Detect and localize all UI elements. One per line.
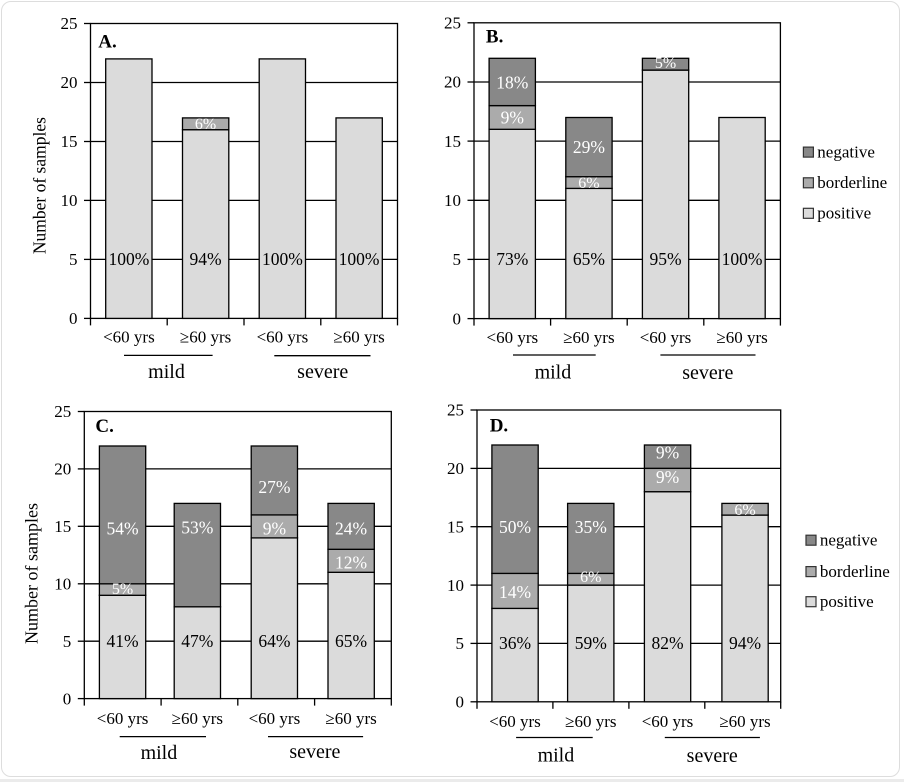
svg-text:9%: 9% bbox=[501, 108, 524, 128]
svg-text:100%: 100% bbox=[722, 249, 763, 269]
svg-text:positive: positive bbox=[820, 592, 874, 611]
svg-text:94%: 94% bbox=[190, 249, 222, 269]
svg-text:27%: 27% bbox=[258, 477, 290, 497]
svg-text:<60 yrs: <60 yrs bbox=[103, 328, 155, 347]
svg-text:41%: 41% bbox=[107, 631, 139, 651]
svg-text:100%: 100% bbox=[339, 249, 380, 269]
svg-text:100%: 100% bbox=[108, 249, 149, 269]
svg-text:10: 10 bbox=[444, 191, 461, 210]
svg-text:0: 0 bbox=[453, 309, 462, 328]
svg-text:mild: mild bbox=[535, 361, 572, 383]
svg-text:100%: 100% bbox=[262, 249, 303, 269]
svg-text:<60 yrs: <60 yrs bbox=[249, 709, 301, 728]
svg-text:50%: 50% bbox=[499, 517, 531, 537]
svg-text:5%: 5% bbox=[655, 55, 676, 72]
svg-text:15: 15 bbox=[444, 132, 461, 151]
svg-text:65%: 65% bbox=[573, 249, 605, 269]
svg-text:20: 20 bbox=[61, 73, 78, 92]
svg-text:6%: 6% bbox=[578, 175, 599, 192]
svg-text:9%: 9% bbox=[263, 519, 286, 539]
svg-text:6%: 6% bbox=[580, 569, 601, 586]
svg-text:0: 0 bbox=[69, 309, 78, 328]
svg-text:<60 yrs: <60 yrs bbox=[640, 328, 692, 347]
svg-text:<60 yrs: <60 yrs bbox=[642, 712, 694, 731]
svg-text:82%: 82% bbox=[651, 633, 683, 653]
svg-text:Number of samples: Number of samples bbox=[22, 503, 42, 644]
svg-text:severe: severe bbox=[682, 362, 733, 384]
svg-text:0: 0 bbox=[456, 693, 465, 712]
svg-text:20: 20 bbox=[444, 73, 461, 92]
svg-text:mild: mild bbox=[141, 742, 178, 764]
svg-text:59%: 59% bbox=[575, 633, 607, 653]
svg-text:≥60 yrs: ≥60 yrs bbox=[563, 328, 614, 347]
svg-text:≥60 yrs: ≥60 yrs bbox=[719, 712, 770, 731]
svg-text:borderline: borderline bbox=[817, 173, 887, 192]
svg-text:9%: 9% bbox=[656, 467, 679, 487]
svg-text:12%: 12% bbox=[335, 552, 367, 572]
svg-text:<60 yrs: <60 yrs bbox=[489, 712, 541, 731]
svg-text:25: 25 bbox=[444, 14, 461, 33]
svg-text:borderline: borderline bbox=[820, 562, 890, 581]
svg-text:5: 5 bbox=[453, 250, 462, 269]
svg-text:5%: 5% bbox=[112, 581, 133, 598]
svg-text:54%: 54% bbox=[107, 518, 139, 538]
svg-text:0: 0 bbox=[63, 689, 72, 708]
svg-text:6%: 6% bbox=[734, 502, 755, 519]
svg-text:9%: 9% bbox=[656, 442, 679, 462]
svg-text:73%: 73% bbox=[496, 249, 528, 269]
svg-text:≥60 yrs: ≥60 yrs bbox=[565, 712, 616, 731]
svg-text:20: 20 bbox=[447, 459, 464, 478]
svg-text:≥60 yrs: ≥60 yrs bbox=[180, 328, 231, 347]
svg-text:25: 25 bbox=[447, 401, 464, 420]
svg-text:53%: 53% bbox=[181, 517, 213, 537]
svg-text:mild: mild bbox=[538, 745, 575, 767]
svg-text:≥60 yrs: ≥60 yrs bbox=[172, 709, 223, 728]
svg-text:25: 25 bbox=[54, 402, 71, 421]
svg-text:≥60 yrs: ≥60 yrs bbox=[716, 328, 767, 347]
svg-text:5: 5 bbox=[69, 250, 78, 269]
svg-text:5: 5 bbox=[456, 634, 465, 653]
svg-text:35%: 35% bbox=[575, 517, 607, 537]
svg-text:mild: mild bbox=[148, 361, 185, 383]
svg-text:D.: D. bbox=[490, 416, 508, 437]
svg-text:severe: severe bbox=[687, 745, 738, 767]
svg-text:severe: severe bbox=[297, 361, 348, 383]
svg-text:18%: 18% bbox=[496, 72, 528, 92]
svg-text:94%: 94% bbox=[729, 633, 761, 653]
svg-text:positive: positive bbox=[817, 204, 871, 223]
svg-text:negative: negative bbox=[820, 531, 878, 550]
svg-text:15: 15 bbox=[61, 132, 78, 151]
svg-text:65%: 65% bbox=[335, 631, 367, 651]
svg-text:≥60 yrs: ≥60 yrs bbox=[333, 328, 384, 347]
svg-text:<60 yrs: <60 yrs bbox=[257, 328, 309, 347]
svg-text:29%: 29% bbox=[573, 137, 605, 157]
svg-text:15: 15 bbox=[54, 517, 71, 536]
svg-text:64%: 64% bbox=[258, 631, 290, 651]
svg-text:25: 25 bbox=[61, 14, 78, 33]
svg-text:6%: 6% bbox=[195, 116, 216, 133]
svg-text:B.: B. bbox=[486, 26, 503, 47]
svg-text:95%: 95% bbox=[649, 249, 681, 269]
svg-text:negative: negative bbox=[817, 143, 875, 162]
svg-text:C.: C. bbox=[95, 416, 113, 437]
svg-text:severe: severe bbox=[289, 741, 340, 763]
svg-text:20: 20 bbox=[54, 460, 71, 479]
svg-text:Number of samples: Number of samples bbox=[30, 117, 50, 254]
svg-text:36%: 36% bbox=[499, 633, 531, 653]
svg-text:10: 10 bbox=[447, 576, 464, 595]
svg-text:47%: 47% bbox=[181, 631, 213, 651]
svg-text:15: 15 bbox=[447, 517, 464, 536]
svg-text:<60 yrs: <60 yrs bbox=[486, 328, 538, 347]
svg-text:10: 10 bbox=[61, 191, 78, 210]
svg-text:10: 10 bbox=[54, 575, 71, 594]
svg-text:A.: A. bbox=[98, 31, 116, 52]
svg-text:5: 5 bbox=[63, 632, 72, 651]
svg-text:≥60 yrs: ≥60 yrs bbox=[325, 709, 376, 728]
svg-text:<60 yrs: <60 yrs bbox=[97, 709, 149, 728]
svg-text:14%: 14% bbox=[499, 582, 531, 602]
svg-text:24%: 24% bbox=[335, 519, 367, 539]
